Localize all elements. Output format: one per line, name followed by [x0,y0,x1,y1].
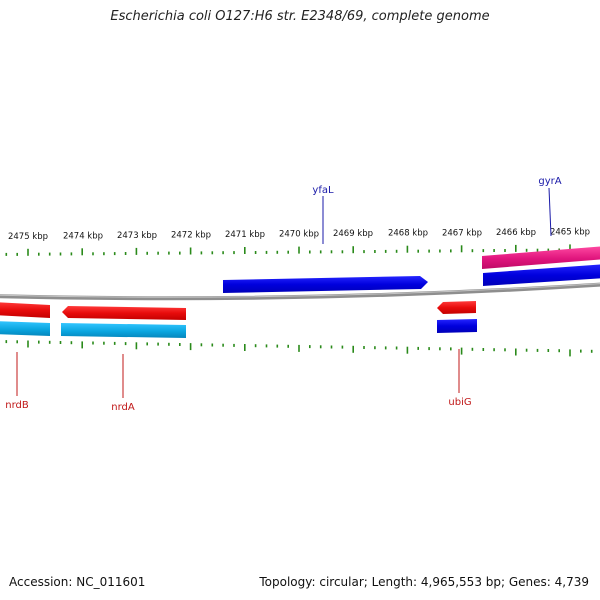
scale-label: 2469 kbp [333,229,373,239]
scale-label: 2471 kbp [225,230,265,240]
gene-label-nrdB: nrdB [5,400,29,411]
genome-backbone [0,282,600,301]
gene-yfaL[interactable] [223,276,428,293]
scale-label: 2475 kbp [8,232,48,242]
scale-label: 2472 kbp [171,230,211,240]
gene-nrdB-cds[interactable] [0,321,50,336]
scale-label: 2465 kbp [550,227,590,237]
genome-summary-text: Topology: circular; Length: 4,965,553 bp… [259,575,589,589]
gene-label-nrdA: nrdA [111,402,135,413]
genome-title: Escherichia coli O127:H6 str. E2348/69, … [110,9,490,24]
gene-gyrA-inner[interactable] [483,264,600,286]
gene-nrdB[interactable] [0,302,50,318]
gene-label-ubiG: ubiG [448,397,471,408]
gyrA-callout-line [548,187,552,237]
accession-text: Accession: NC_011601 [9,575,146,589]
scale-label: 2466 kbp [496,228,536,238]
genome-backbone-highlight [0,283,600,298]
scale-label: 2468 kbp [388,229,428,239]
scale-label: 2470 kbp [279,230,319,240]
gene-nrdA-cds[interactable] [61,323,186,338]
scale-labels: 2475 kbp 2474 kbp 2473 kbp 2472 kbp 2471 kbp… [8,227,590,241]
gene-gyrA-outer[interactable] [482,246,600,269]
gene-label-gyrA: gyrA [538,176,561,187]
gene-nrdA[interactable] [62,306,186,320]
scale-label: 2467 kbp [442,228,482,238]
scale-label: 2474 kbp [63,231,103,241]
scale-label: 2473 kbp [117,231,157,241]
gene-label-yfaL: yfaL [312,185,334,196]
gene-ubiG-cds[interactable] [437,319,477,333]
inner-tick-row [5,340,593,357]
outer-tick-row [5,244,593,256]
gene-ubiG[interactable] [437,301,476,314]
